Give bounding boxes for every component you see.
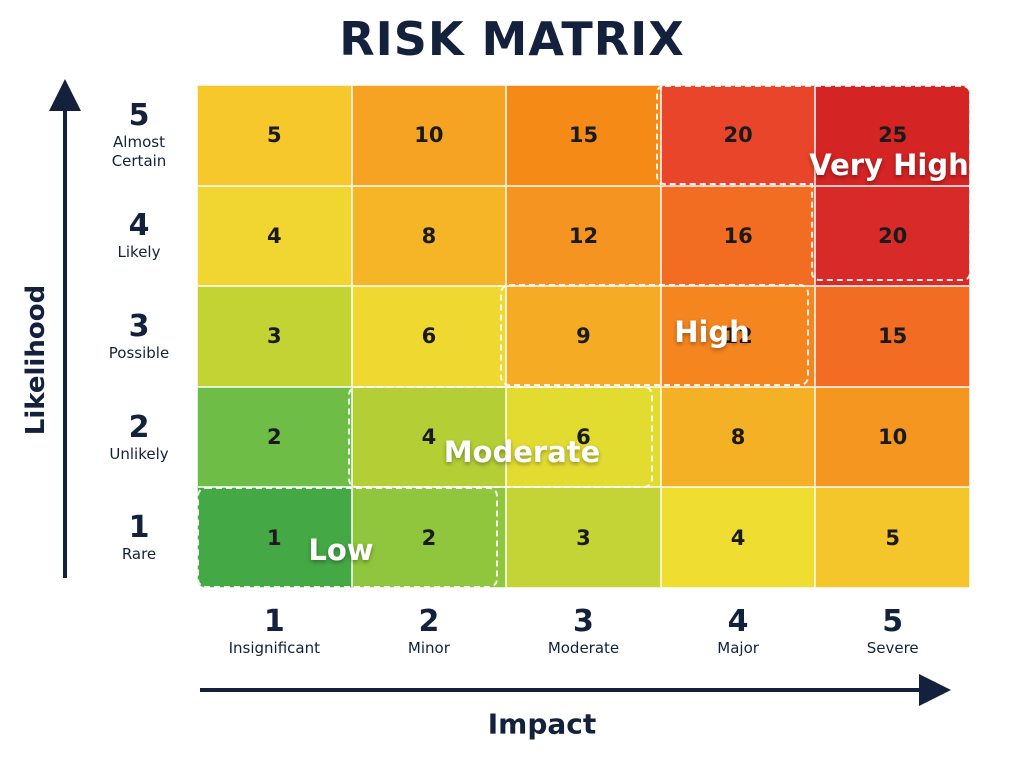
title: RISK MATRIX [339,12,685,66]
likelihood-name: Almost Certain [111,133,167,171]
zone-outline [500,284,809,386]
likelihood-name: Possible [108,343,170,362]
zone-label: High [674,315,750,349]
risk-cell: 15 [506,85,661,186]
zone-outline [656,85,971,281]
risk-cell: 10 [815,386,970,488]
risk-cell: 4 [351,386,507,488]
risk-cell: 5 [197,85,352,186]
risk-cell: 8 [660,386,816,488]
likelihood-level: 3 [128,308,150,344]
risk-cell: 2 [197,386,352,488]
row-label: 1 Rare [94,487,184,588]
risk-cell: 12 [506,185,661,287]
column-label: 1 Insignificant [197,600,352,662]
impact-name: Major [717,638,759,657]
risk-cell: 3 [197,286,352,387]
zone-outline [348,386,653,488]
column-label: 5 Severe [815,600,970,662]
impact-level: 5 [882,603,904,639]
likelihood-level: 4 [128,208,150,244]
risk-cell: 15 [815,286,970,387]
zone-label: Very High [809,148,969,182]
risk-cell: 10 [351,85,507,186]
impact-level: 4 [727,603,749,639]
impact-name: Severe [866,638,919,657]
zone-label: Low [308,533,374,567]
risk-cell: 4 [197,185,352,287]
row-label: 3 Possible [94,286,184,387]
risk-cell: 1 [197,487,352,588]
impact-level: 3 [573,603,594,639]
risk-cell: 2 [351,487,507,588]
zone-label: Moderate [443,435,601,469]
impact-name: Minor [407,638,450,657]
likelihood-name: Likely [117,243,161,262]
column-label: 3 Moderate [506,600,661,662]
impact-level: 2 [418,603,440,639]
impact-name: Moderate [547,638,620,657]
likelihood-level: 5 [128,98,150,134]
risk-cell: 8 [351,185,507,287]
likelihood-level: 1 [128,510,150,546]
impact-name: Insignificant [228,638,320,657]
risk-cell: 4 [660,487,816,588]
risk-cell: 20 [660,85,816,186]
likelihood-level: 2 [128,409,150,445]
column-label: 4 Major [661,600,816,662]
column-label: 2 Minor [352,600,507,662]
risk-cell: 9 [506,286,661,387]
risk-cell: 25 [815,85,970,186]
risk-cell: 6 [506,386,661,488]
risk-cell: 20 [815,185,970,287]
risk-cell: 6 [351,286,507,387]
likelihood-name: Rare [121,545,157,564]
row-label: 4 Likely [94,186,184,287]
row-label: 2 Unlikely [94,387,184,488]
y-axis-label: Likelihood [21,284,51,436]
x-axis-label: Impact [487,707,597,741]
risk-cell: 5 [815,487,970,588]
likelihood-name: Unlikely [109,444,169,463]
zone-outline [197,487,498,588]
row-label: 5 Almost Certain [94,85,184,186]
risk-cell: 12 [660,286,816,387]
risk-cell: 3 [506,487,661,588]
impact-level: 1 [263,603,285,639]
risk-cell: 16 [660,185,816,287]
